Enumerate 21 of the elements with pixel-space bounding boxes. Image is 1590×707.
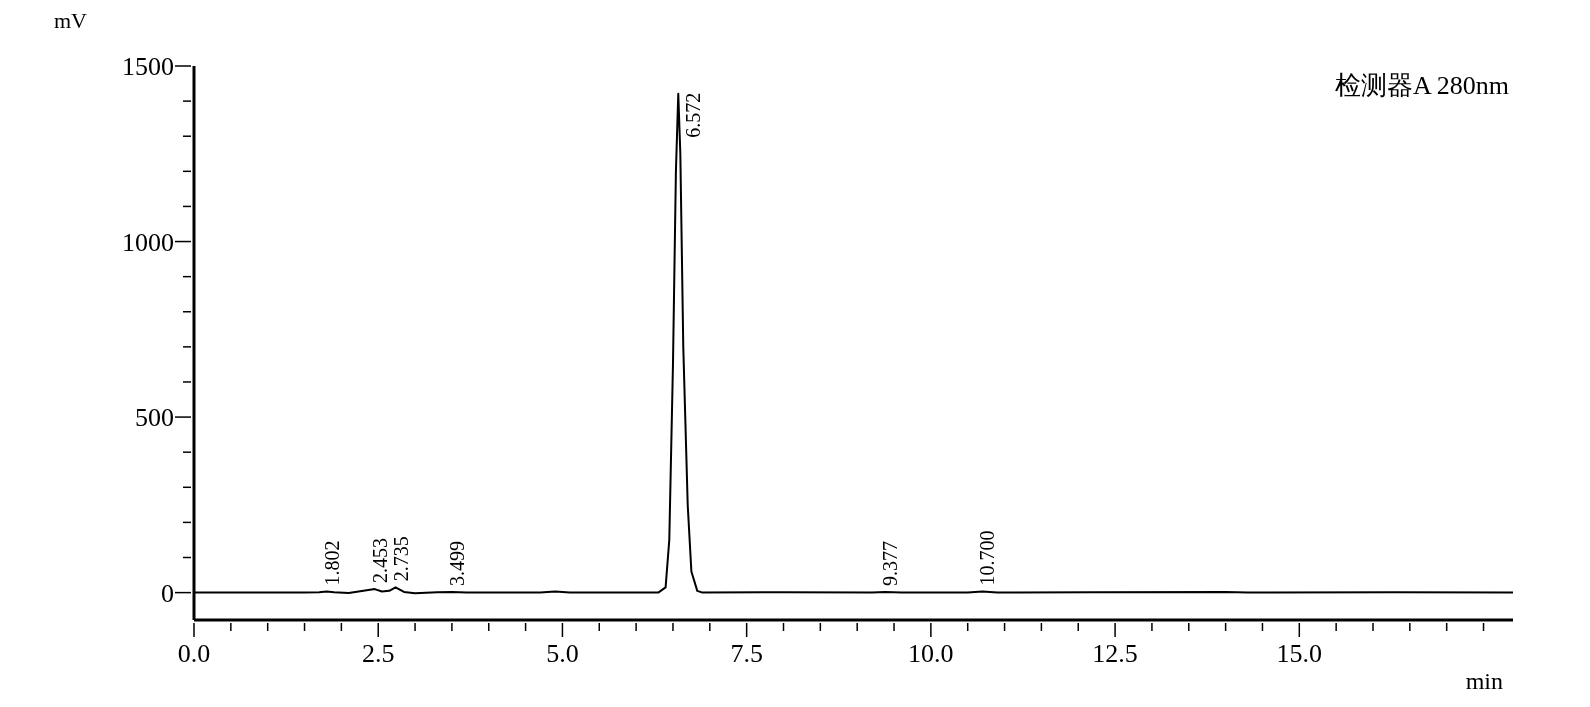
x-tick-label: 15.0 — [1276, 639, 1323, 668]
annotation: 6.572 — [682, 92, 705, 138]
y-tick-label: 1500 — [122, 52, 174, 81]
x-axis-title: min — [1465, 668, 1503, 695]
annotation: 10.700 — [976, 530, 999, 586]
x-tick-label: 7.5 — [730, 639, 763, 668]
y-tick-label: 0 — [161, 578, 174, 608]
annotation: 2.735 — [389, 536, 412, 582]
annotation: 3.499 — [445, 540, 468, 586]
x-tick-label: 0.0 — [177, 639, 211, 668]
annotation: 9.377 — [878, 540, 901, 586]
x-tick-label: 10.0 — [908, 639, 954, 668]
y-tick-label: 1000 — [122, 227, 174, 257]
x-tick-label: 2.5 — [361, 639, 395, 668]
x-tick-label: 5.0 — [546, 639, 579, 668]
annotation: 检测器A 280nm — [1334, 70, 1509, 102]
y-axis-title: mV — [54, 8, 87, 34]
y-tick-label: 500 — [135, 403, 174, 433]
annotation: 1.802 — [320, 540, 343, 586]
x-tick-label: 12.5 — [1092, 639, 1138, 668]
annotation: 2.453 — [368, 538, 391, 584]
